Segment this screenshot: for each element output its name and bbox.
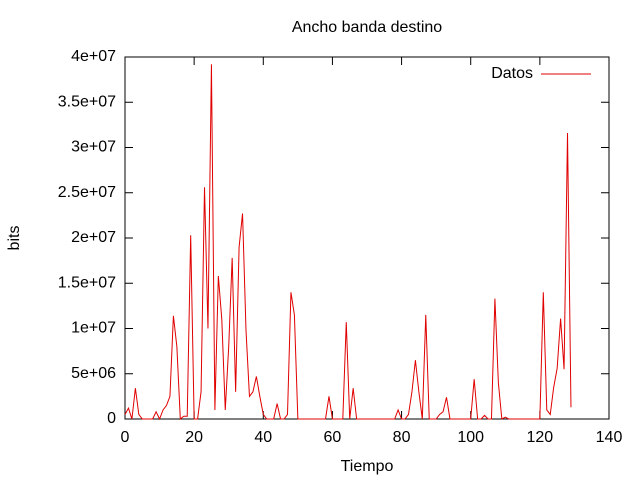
x-tick-label: 40 [254, 429, 272, 446]
y-tick-label: 5e+06 [71, 365, 116, 382]
y-tick-label: 4e+07 [71, 48, 116, 65]
data-line [124, 64, 572, 421]
x-tick-label: 60 [324, 429, 342, 446]
y-tick-label: 0 [107, 410, 116, 427]
chart-title: Ancho banda destino [292, 19, 442, 36]
x-tick-label: 20 [185, 429, 203, 446]
legend-label: Datos [491, 65, 533, 82]
y-tick-label: 1e+07 [71, 320, 116, 337]
x-tick-label: 140 [596, 429, 623, 446]
x-tick-label: 80 [393, 429, 411, 446]
x-tick-label: 120 [527, 429, 554, 446]
y-tick-label: 2.5e+07 [58, 184, 116, 201]
y-tick-label: 2e+07 [71, 229, 116, 246]
x-axis-label: Tiempo [341, 458, 394, 475]
y-tick-label: 3e+07 [71, 139, 116, 156]
y-axis-label: bits [6, 226, 23, 251]
y-tick-label: 3.5e+07 [58, 93, 116, 110]
x-tick-label: 0 [121, 429, 130, 446]
y-tick-label: 1.5e+07 [58, 274, 116, 291]
x-tick-label: 100 [457, 429, 484, 446]
